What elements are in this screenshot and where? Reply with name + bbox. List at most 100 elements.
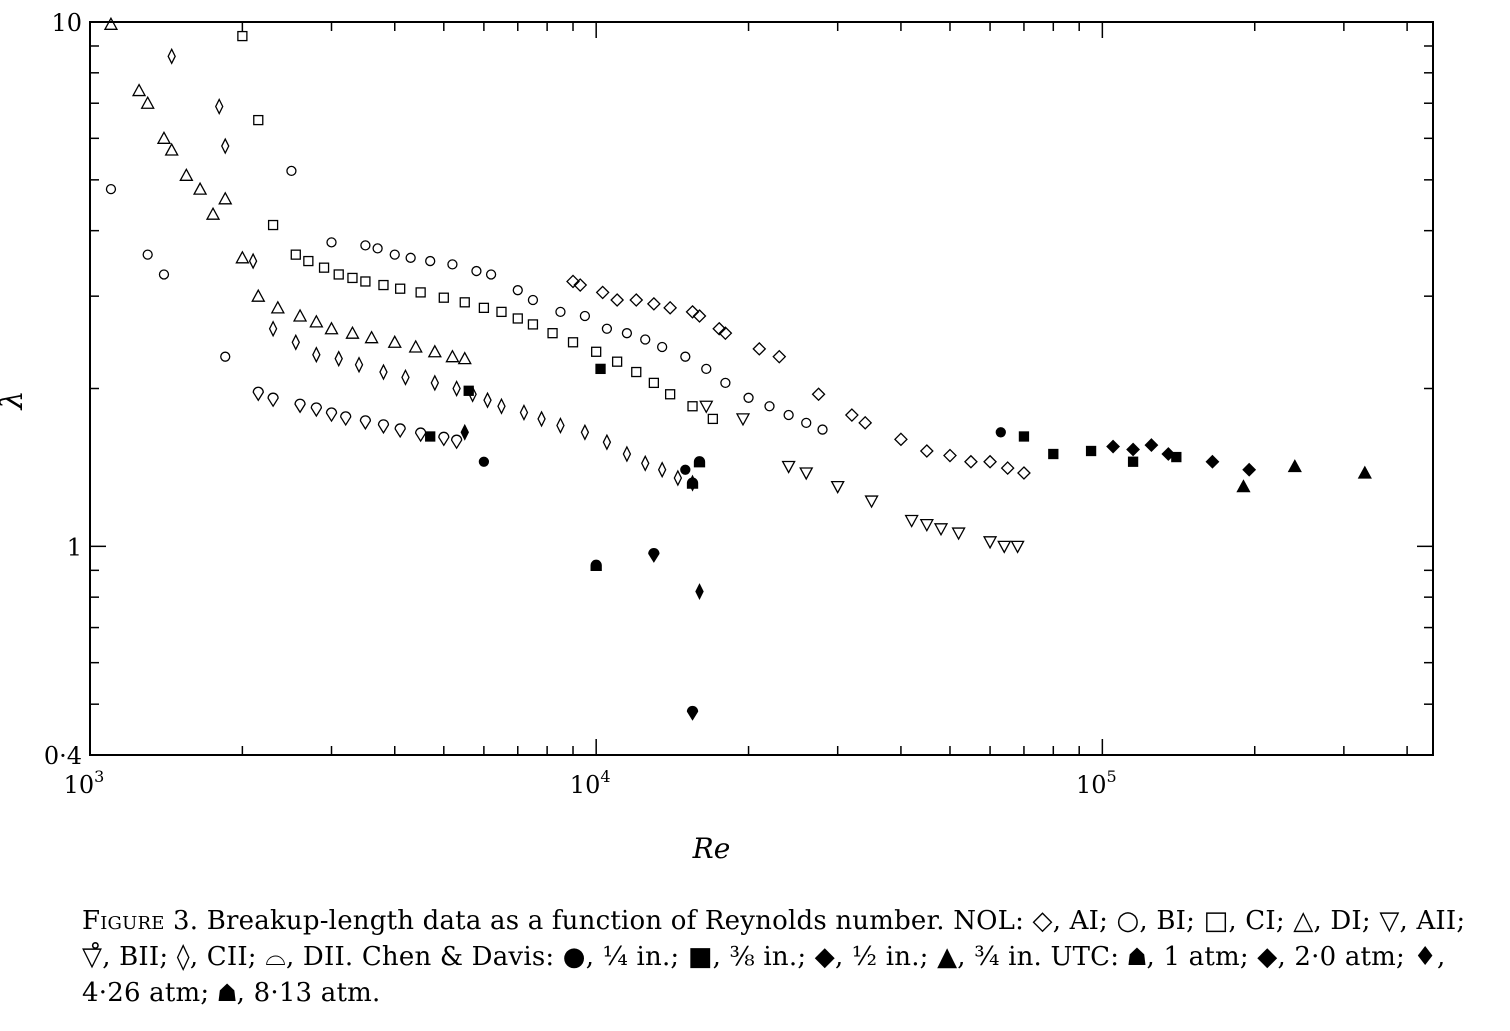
data-point-circle-open (701, 363, 712, 375)
data-point-circle-open (817, 424, 828, 435)
data-point-square-open (290, 249, 301, 260)
data-point-diamond-open (894, 432, 908, 447)
data-point-diamond-filled (1242, 462, 1257, 477)
data-point-square-open (478, 302, 490, 313)
data-point-inv-triangle-open (919, 518, 934, 532)
data-point-triangle-open (364, 330, 379, 344)
data-point-diamond-narrow-open (379, 363, 388, 381)
data-point-circle-open (405, 252, 416, 263)
data-point-triangle-open (292, 308, 308, 322)
data-point-inv-triangle-open (799, 467, 814, 481)
data-point-drop-open (450, 434, 463, 450)
data-point-diamond-open (811, 387, 826, 402)
data-point-diamond-open (752, 341, 767, 356)
data-point-triangle-filled (1287, 459, 1302, 473)
data-point-square-open (648, 377, 660, 389)
data-point-diamond-open (692, 309, 707, 323)
data-point-square-filled (425, 431, 436, 442)
data-point-diamond-open (844, 408, 859, 422)
data-point-circle-open (372, 243, 383, 254)
data-point-square-open (687, 401, 698, 412)
data-point-diamond-narrow-open (622, 445, 632, 463)
data-point-diamond-narrow-open (452, 380, 461, 397)
data-point-triangle-open (164, 142, 179, 156)
data-point-triangle-open (235, 250, 250, 264)
data-point-circle-open (447, 259, 458, 270)
data-point-diamond-open (595, 285, 610, 300)
data-point-triangle-open (408, 339, 423, 353)
x-tick-label: 104 (570, 767, 611, 799)
data-point-circle-open (471, 265, 482, 277)
data-point-diamond-open (919, 444, 934, 458)
data-point-drop-open (252, 386, 264, 402)
data-point-diamond-narrow-open (221, 137, 230, 155)
data-point-narrow-diamond-filled (460, 423, 469, 441)
data-point-circle-open (425, 255, 436, 267)
data-point-circle-open (743, 392, 754, 403)
data-point-square-filled (1048, 448, 1059, 460)
y-tick-label: 1 (67, 533, 82, 561)
x-tick-label-exponent: 3 (94, 767, 104, 786)
data-point-diamond-narrow-open (354, 356, 364, 374)
data-point-square-open (267, 219, 279, 231)
data-point-inv-triangle-open (1010, 540, 1025, 554)
data-point-circle-open (158, 269, 170, 280)
data-point-triangle-open (179, 167, 194, 181)
data-point-diamond-filled (1205, 454, 1220, 469)
data-point-diamond-narrow-open (334, 350, 343, 368)
data-point-square-open (333, 269, 344, 280)
data-point-inv-triangle-open (864, 495, 879, 509)
data-point-triangle-open (445, 349, 460, 363)
data-point-drop-filled (648, 548, 660, 563)
data-point-drop-open (325, 407, 338, 423)
data-point-circle-open (286, 165, 297, 177)
data-point-square-open (591, 346, 602, 357)
data-point-triangle-open (251, 288, 266, 302)
data-point-square-open (318, 262, 330, 273)
data-point-drop-open (414, 427, 427, 443)
data-point-diamond-narrow-open (673, 469, 683, 487)
data-point-inv-triangle-open (951, 527, 966, 541)
data-point-triangle-open (270, 300, 285, 314)
data-point-circle-open (764, 401, 775, 412)
data-point-circle-open (621, 328, 633, 339)
data-point-inv-triangle-open (982, 536, 998, 550)
x-tick-label-exponent: 5 (1107, 767, 1117, 786)
y-tick-label: 0·4 (44, 742, 82, 770)
data-point-triangle-filled (1236, 479, 1251, 493)
y-tick-label: 10 (51, 9, 82, 37)
data-point-diamond-narrow-open (657, 461, 667, 479)
data-point-drop-open (294, 398, 306, 414)
data-point-diamond-narrow-open (312, 346, 321, 364)
data-point-diamond-open (943, 448, 957, 463)
data-point-diamond-narrow-open (167, 47, 176, 65)
data-point-square-filled (595, 363, 606, 375)
data-point-square-open (253, 114, 264, 126)
axis-tick-labels: 103 104 105 10 1 0·4 (44, 9, 1117, 799)
data-point-circle-open (601, 323, 613, 334)
data-point-circle-open (512, 285, 523, 296)
data-point-square-open (567, 337, 579, 348)
x-tick-label: 103 (64, 767, 105, 799)
data-point-triangle-open (218, 191, 233, 205)
data-point-inv-triangle-open (904, 514, 919, 528)
data-point-narrow-diamond-filled (695, 583, 704, 600)
data-markers (103, 16, 1372, 721)
data-point-circle-open (801, 417, 812, 428)
x-tick-label-exponent: 4 (600, 767, 610, 786)
data-point-square-open (303, 255, 314, 267)
data-point-square-open (527, 319, 539, 330)
data-point-diamond-narrow-open (556, 417, 565, 434)
data-point-circle-open (105, 183, 117, 195)
data-point-circle-open (326, 237, 337, 248)
data-point-diamond-narrow-open (248, 252, 258, 270)
data-point-square-open (459, 297, 470, 308)
data-point-square-open (395, 283, 406, 294)
data-point-diamond-open (712, 321, 727, 336)
data-point-circle-open (555, 306, 566, 318)
data-point-drop-open (267, 392, 279, 408)
data-point-circle-open (720, 377, 731, 389)
data-point-circle-open (783, 409, 794, 421)
data-point-diamond-narrow-open (401, 368, 410, 386)
data-point-square-open (438, 292, 449, 303)
